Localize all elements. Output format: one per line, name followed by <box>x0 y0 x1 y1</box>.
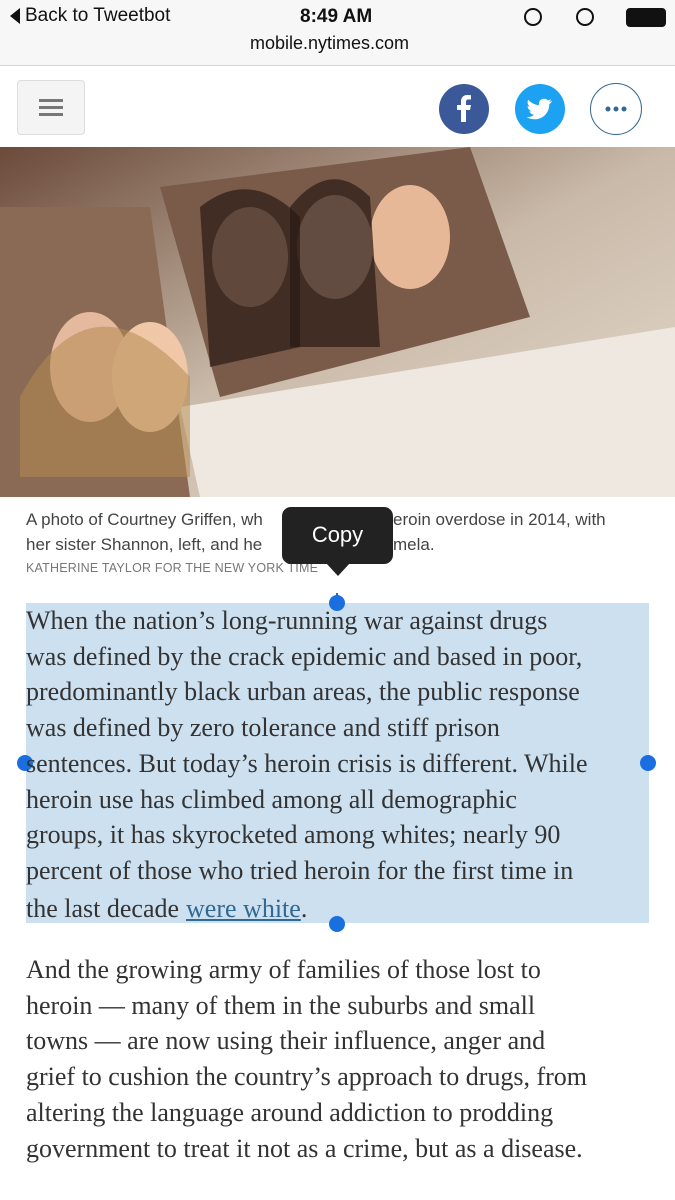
twitter-button[interactable] <box>515 84 565 134</box>
text-line: the last decade were white. <box>26 891 307 927</box>
caption-text: her sister Shannon, left, and he <box>26 535 263 554</box>
text-line: heroin use has climbed among all demogra… <box>26 784 517 814</box>
text-span: . <box>300 894 308 923</box>
selection-handle[interactable] <box>329 916 345 932</box>
facebook-button[interactable] <box>439 84 489 134</box>
popup-arrow <box>326 563 350 576</box>
clock: 8:49 AM <box>300 6 373 27</box>
text-line: was defined by the crack epidemic and ba… <box>26 641 583 671</box>
text-line: towns — are now using their influence, a… <box>26 1026 546 1056</box>
text-line: grief to cushion the country’s approach … <box>26 1062 588 1092</box>
text-selection <box>26 603 649 923</box>
more-icon <box>605 106 627 112</box>
alarm-icon <box>576 8 594 26</box>
text-line: groups, it has skyrocketed among whites;… <box>26 820 561 850</box>
caption-text: A photo of Courtney Griffen, wh <box>26 510 263 529</box>
menu-button[interactable] <box>17 80 85 135</box>
text-line: government to treat it not as a crime, b… <box>26 1133 583 1163</box>
text-line: And the growing army of families of thos… <box>26 955 541 984</box>
text-line: heroin — many of them in the suburbs and… <box>26 990 536 1020</box>
back-arrow <box>10 8 20 24</box>
photo-credit: KATHERINE TAYLOR FOR THE NEW YORK TIME <box>26 561 319 575</box>
menu-icon <box>39 99 63 102</box>
text-line: altering the language around addiction t… <box>26 1097 554 1127</box>
text-line: percent of those who tried heroin for th… <box>26 855 574 885</box>
status-bar: Back to Tweetbot 8:49 AM mobile.nytimes.… <box>0 0 675 66</box>
caption-text: eroin overdose in 2014, with <box>393 510 606 529</box>
facebook-icon <box>457 95 471 122</box>
copy-popup[interactable]: Copy <box>282 507 393 564</box>
back-link[interactable]: Back to Tweetbot <box>25 5 171 26</box>
text-line: predominantly black urban areas, the pub… <box>26 677 580 707</box>
battery <box>626 8 666 27</box>
lock-icon <box>524 8 542 26</box>
copy-label[interactable]: Copy <box>311 522 364 547</box>
twitter-icon <box>526 98 552 120</box>
text-line: was defined by zero tolerance and stiff … <box>26 713 500 743</box>
link[interactable]: were white <box>186 894 301 923</box>
text-line: When the nation’s long-running war again… <box>26 606 548 635</box>
text-line: sentences. But today’s heroin crisis is … <box>26 748 588 778</box>
caption-text: mela. <box>393 535 435 554</box>
text-span: the last decade <box>26 894 180 923</box>
article-photo <box>0 147 675 497</box>
url[interactable]: mobile.nytimes.com <box>250 33 410 53</box>
more-button[interactable] <box>590 83 642 135</box>
selection-handle[interactable] <box>329 595 345 611</box>
selection-handle[interactable] <box>640 755 656 771</box>
selection-handle[interactable] <box>17 755 33 771</box>
